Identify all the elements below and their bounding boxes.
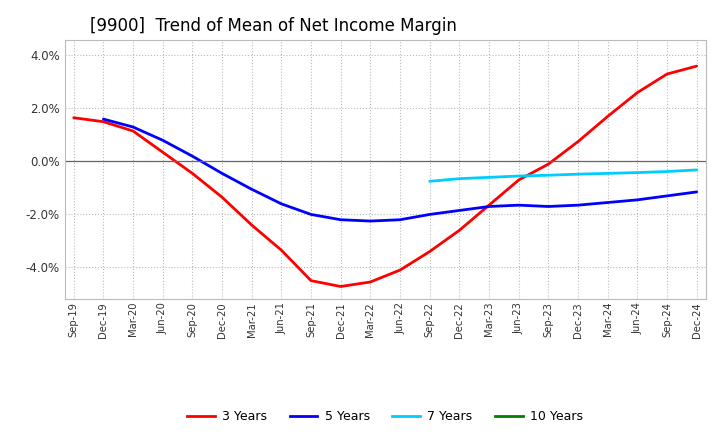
7 Years xyxy=(603,171,612,176)
7 Years xyxy=(485,175,493,180)
5 Years xyxy=(603,200,612,205)
3 Years xyxy=(544,161,553,167)
3 Years xyxy=(396,268,405,273)
5 Years xyxy=(366,218,374,224)
7 Years xyxy=(514,173,523,179)
7 Years xyxy=(633,170,642,175)
5 Years xyxy=(248,187,256,192)
5 Years xyxy=(426,212,434,217)
7 Years xyxy=(544,172,553,178)
5 Years xyxy=(485,204,493,209)
3 Years xyxy=(485,202,493,208)
Text: [9900]  Trend of Mean of Net Income Margin: [9900] Trend of Mean of Net Income Margi… xyxy=(91,17,457,35)
3 Years xyxy=(693,63,701,69)
5 Years xyxy=(514,202,523,208)
3 Years xyxy=(277,248,286,253)
7 Years xyxy=(662,169,671,174)
3 Years xyxy=(158,150,167,155)
7 Years xyxy=(693,167,701,172)
3 Years xyxy=(248,222,256,227)
3 Years xyxy=(99,119,108,125)
5 Years xyxy=(336,217,345,222)
Line: 3 Years: 3 Years xyxy=(73,66,697,286)
3 Years xyxy=(217,194,226,200)
5 Years xyxy=(455,208,464,213)
5 Years xyxy=(307,212,315,217)
5 Years xyxy=(158,138,167,143)
5 Years xyxy=(574,202,582,208)
3 Years xyxy=(307,278,315,283)
Legend: 3 Years, 5 Years, 7 Years, 10 Years: 3 Years, 5 Years, 7 Years, 10 Years xyxy=(182,405,588,428)
5 Years xyxy=(99,117,108,122)
3 Years xyxy=(455,227,464,233)
3 Years xyxy=(336,284,345,289)
3 Years xyxy=(633,90,642,95)
5 Years xyxy=(662,193,671,198)
3 Years xyxy=(662,71,671,77)
Line: 5 Years: 5 Years xyxy=(104,119,697,221)
3 Years xyxy=(426,249,434,254)
5 Years xyxy=(217,171,226,176)
3 Years xyxy=(514,177,523,183)
5 Years xyxy=(633,197,642,202)
5 Years xyxy=(693,189,701,194)
3 Years xyxy=(366,279,374,285)
3 Years xyxy=(69,115,78,121)
7 Years xyxy=(455,176,464,181)
3 Years xyxy=(574,139,582,144)
3 Years xyxy=(129,128,138,134)
7 Years xyxy=(574,172,582,177)
5 Years xyxy=(277,201,286,206)
5 Years xyxy=(188,154,197,159)
3 Years xyxy=(603,114,612,119)
5 Years xyxy=(129,125,138,130)
5 Years xyxy=(396,217,405,222)
7 Years xyxy=(426,179,434,184)
Line: 7 Years: 7 Years xyxy=(430,170,697,181)
3 Years xyxy=(188,171,197,176)
5 Years xyxy=(544,204,553,209)
